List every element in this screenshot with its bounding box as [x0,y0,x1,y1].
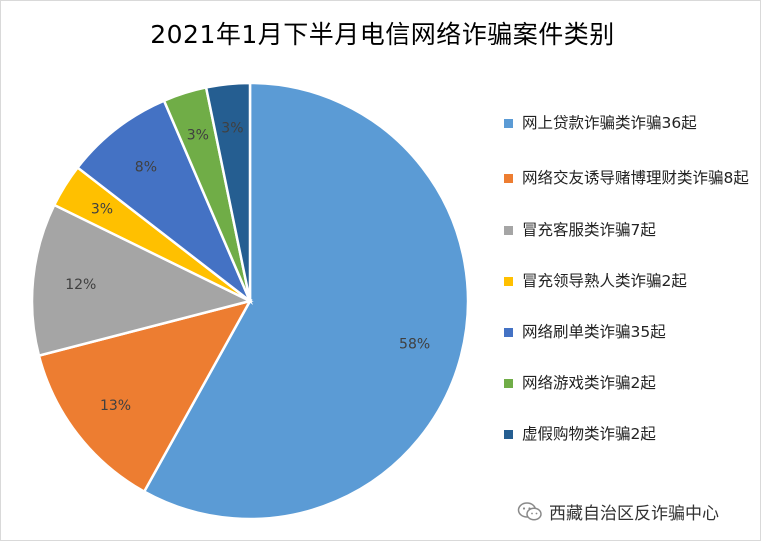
legend-item-6: 网络游戏类诈骗2起 [504,373,754,394]
legend-swatch [504,328,513,337]
legend-label: 冒充领导熟人类诈骗2起 [522,272,687,290]
legend-label: 网络交友诱导赌博理财类诈骗8起 [522,169,749,187]
chart-title: 2021年1月下半月电信网络诈骗案件类别 [150,20,615,49]
legend-item-5: 网络刷单类诈骗35起 [504,322,754,343]
pie-slice-5 [75,99,254,305]
legend-swatch [504,226,513,235]
pie-data-label-6: 3% [187,128,209,144]
legend-label: 虚假购物类诈骗2起 [522,425,656,443]
legend-swatch [504,379,513,388]
legend-item-7: 虚假购物类诈骗2起 [504,424,754,445]
legend-label: 冒充客服类诈骗7起 [522,221,656,239]
legend-swatch [504,174,513,183]
pie-slice-1 [142,81,470,521]
legend-item-1: 网上贷款诈骗类诈骗36起 [504,113,754,134]
pie-data-label-3: 12% [65,277,96,293]
pie-slice-7 [204,81,252,302]
watermark: 西藏自治区反诈骗中心 [517,499,719,524]
pie-data-label-7: 3% [221,121,243,137]
legend-label: 网络刷单类诈骗35起 [522,323,666,341]
legend-swatch [504,277,513,286]
legend-swatch [504,119,513,128]
legend-item-2: 网络交友诱导赌博理财类诈骗8起 [504,168,754,189]
pie-data-label-5: 8% [135,160,157,176]
legend-item-4: 冒充领导熟人类诈骗2起 [504,271,754,292]
legend-item-3: 冒充客服类诈骗7起 [504,220,754,241]
pie-data-label-1: 58% [399,337,430,353]
pie-slice-3 [30,203,254,358]
pie-slice-2 [37,299,253,494]
pie-data-label-4: 3% [91,202,113,218]
pie-data-label-2: 13% [100,398,131,414]
legend-label: 网上贷款诈骗类诈骗36起 [522,114,697,132]
legend-swatch [504,430,513,439]
wechat-icon [517,501,542,521]
legend-label: 网络游戏类诈骗2起 [522,374,656,392]
watermark-text: 西藏自治区反诈骗中心 [549,504,719,524]
